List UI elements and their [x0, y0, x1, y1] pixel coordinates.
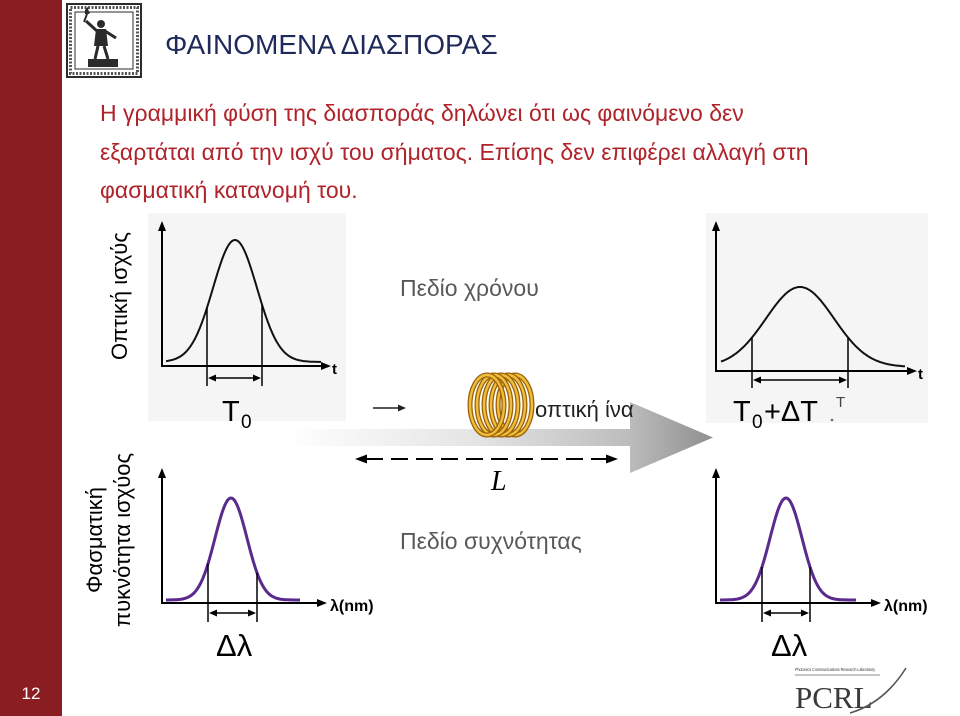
frequency-domain-label: Πεδίο συχνότητας [400, 528, 582, 554]
fiber-length-right-arrowhead [606, 454, 618, 464]
pcrl-logo-swoosh [849, 667, 907, 714]
input-pulse-width-symbol: T [222, 396, 240, 428]
output-spectrum-x-axis-label: λ(nm) [884, 598, 928, 615]
input-spectrum-x-axis-arrowhead [317, 599, 327, 607]
input-pulse-x-axis-label: t [332, 361, 337, 378]
spectral-density-label-line: πυκνότητα ισχύος [110, 452, 135, 628]
spectral-density-axis-label: Φασματική πυκνότητα ισχύος [81, 453, 137, 627]
input-pulse-y-axis-arrowhead [158, 221, 166, 231]
fiber-coil-ring [467, 372, 507, 438]
input-spectrum-curve [166, 496, 300, 602]
input-spectrum-y-axis-arrowhead [158, 468, 166, 478]
output-pulse-width-broadening: +ΔT [764, 396, 818, 428]
output-spectrum-width-label: Δλ [771, 628, 808, 663]
emblem-inner-frame [74, 11, 134, 70]
output-pulse-width-right-arrowhead [839, 376, 847, 384]
output-spectrum-y-axis-arrowhead [712, 468, 720, 478]
spectral-density-label-line: Φασματική [82, 486, 107, 594]
output-pulse-width-symbol: T [733, 396, 751, 428]
input-pulse-width-subscript: 0 [241, 412, 252, 433]
emblem-pedestal [88, 59, 118, 67]
output-pulse-width-subscript: 0 [752, 412, 763, 433]
body-text-line: εξαρτάται από την ισχύ του σήματος. Επίσ… [100, 139, 809, 165]
input-spectrum-width-left-arrowhead [209, 609, 217, 617]
output-spectrum-curve [720, 496, 856, 602]
university-emblem-icon [66, 3, 142, 78]
page-number: 12 [21, 684, 41, 703]
emblem-torch-flame [84, 7, 90, 15]
output-pulse-width-left-arrowhead [753, 376, 761, 384]
output-pulse-plot-background [706, 213, 928, 423]
emblem-lettering-band [69, 6, 139, 75]
emblem-figure-legs [93, 45, 110, 60]
output-pulse-plot: t T 0 +ΔT T [706, 213, 928, 433]
output-pulse-corner-dot [830, 418, 834, 422]
fiber-length-dimension [355, 454, 618, 464]
output-spectrum-x-axis-arrowhead [871, 599, 881, 607]
output-spectrum-width-right-arrowhead [801, 609, 809, 617]
input-spectrum-plot: λ(nm) Δλ [158, 468, 374, 663]
fiber-label: οπτική ίνα [535, 397, 634, 422]
time-domain-label: Πεδίο χρόνου [400, 275, 539, 301]
body-text-line: Η γραμμική φύση της διασποράς δηλώνει ότ… [100, 100, 744, 126]
propagation-arrow-icon-head [398, 404, 406, 412]
pcrl-logo-caption: Photonics Communications Research Labora… [795, 667, 876, 672]
fiber-coil-icon [467, 372, 535, 438]
output-pulse-x-axis-label: t [918, 366, 923, 383]
input-spectrum-width-right-arrowhead [248, 609, 256, 617]
optical-power-axis-label: Οπτική ισχύς [107, 232, 132, 360]
input-spectrum-width-label: Δλ [216, 628, 253, 663]
output-spectrum-width-left-arrowhead [763, 609, 771, 617]
emblem-torch [83, 13, 88, 23]
output-pulse-x-axis-arrowhead [907, 367, 917, 375]
emblem-figure-head [97, 20, 105, 28]
input-pulse-width-right-arrowhead [253, 374, 261, 382]
fiber-coil-ring-highlight [468, 373, 506, 437]
output-spectrum-plot: λ(nm) Δλ [712, 468, 928, 663]
sidebar-bar: 12 [0, 0, 62, 716]
input-pulse-plot-background [148, 213, 346, 421]
fiber-length-left-arrowhead [355, 454, 367, 464]
input-pulse-plot: t T 0 [148, 213, 346, 433]
body-text-line: φασματική κατανομή του. [100, 177, 358, 203]
input-pulse-curve [165, 238, 321, 363]
output-pulse-corner-mark: T [836, 394, 845, 411]
pcrl-logo: Photonics Communications Research Labora… [795, 667, 907, 715]
input-pulse-width-left-arrowhead [208, 374, 216, 382]
emblem-figure-raised-arm [84, 19, 99, 33]
output-pulse-y-axis-arrowhead [712, 221, 720, 231]
slide-title: ΦΑΙΝΟΜΕΝΑ ΔΙΑΣΠΟΡΑΣ [165, 29, 498, 60]
input-pulse-x-axis-arrowhead [321, 362, 331, 370]
fiber-length-label: L [490, 466, 507, 497]
emblem-figure-torso [94, 29, 108, 46]
emblem-figure-arm [104, 29, 117, 40]
input-spectrum-x-axis-label: λ(nm) [330, 598, 374, 615]
propagation-direction-arrow [285, 402, 713, 473]
